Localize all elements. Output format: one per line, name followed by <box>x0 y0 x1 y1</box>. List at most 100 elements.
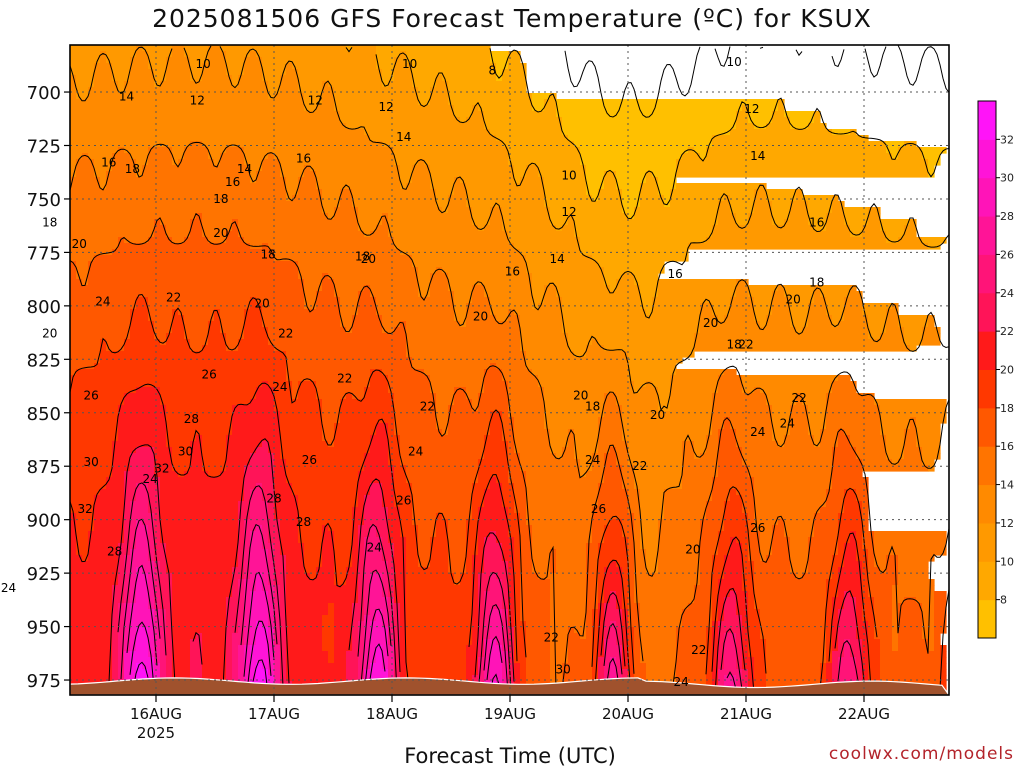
contour-label-18: 12 <box>561 205 576 219</box>
contour-label-16: 10 <box>561 168 576 182</box>
y-tick-label-900: 900 <box>27 511 61 532</box>
x-tick-label-19AUG: 19AUG <box>484 705 536 723</box>
colorbar-label-28: 28 <box>1000 210 1014 223</box>
contour-label-24: 20 <box>361 252 376 266</box>
contour-label-7: 12 <box>378 100 393 114</box>
ground-surface <box>70 677 949 695</box>
contour-label-8: 12 <box>744 102 759 116</box>
contour-label-68: 20 <box>685 543 700 557</box>
contour-label-27: 16 <box>505 265 520 279</box>
y-tick-label-775: 775 <box>27 243 61 264</box>
contour-label-25: 18 <box>355 250 370 264</box>
contour-label-6: 12 <box>308 94 323 108</box>
colorbar-swatch-10 <box>978 522 996 562</box>
contour-label-60: 28 <box>266 491 281 505</box>
contour-label-70: 22 <box>544 630 559 644</box>
contour-label-67: 28 <box>107 545 122 559</box>
contour-label-50: 24 <box>780 416 795 430</box>
y-axis: 700 725 750 775 800 825 850 875 900 925 950 975 <box>27 83 70 692</box>
contour-label-36: 20 <box>42 327 57 341</box>
contour-label-15: 14 <box>750 149 765 163</box>
contour-8 <box>489 48 949 220</box>
colorbar-swatch-26 <box>978 216 996 255</box>
x-tick-label-18AUG: 18AUG <box>366 705 418 723</box>
contour-16 <box>70 212 949 694</box>
temperature-field <box>70 45 947 695</box>
colorbar-label-32: 32 <box>1000 133 1014 146</box>
contour-label-71: 22 <box>691 643 706 657</box>
x-axis-label: Forecast Time (UTC) <box>404 744 616 768</box>
contour-10 <box>345 47 949 319</box>
site-credit: coolwx.com/models <box>828 744 1014 764</box>
contour-12 <box>70 45 949 412</box>
colorbar-label-16: 16 <box>1000 440 1014 453</box>
contour-label-39: 22 <box>738 337 753 351</box>
contour-30 <box>129 620 500 695</box>
y-tick-label-925: 925 <box>27 564 61 585</box>
contour-lines <box>70 45 949 695</box>
contour-label-43: 26 <box>83 389 98 403</box>
contour-label-3: 10 <box>727 55 742 69</box>
y-tick-label-725: 725 <box>27 136 61 157</box>
contour-label-10: 16 <box>101 156 116 170</box>
colorbar-swatch-28 <box>978 177 996 217</box>
y-tick-label-750: 750 <box>27 190 61 211</box>
y-tick-label-800: 800 <box>27 297 61 318</box>
contour-label-54: 26 <box>302 453 317 467</box>
contour-label-31: 22 <box>166 290 181 304</box>
contour-label-35: 20 <box>703 316 718 330</box>
colorbar-swatch-22 <box>978 292 996 332</box>
contour-label-49: 28 <box>184 412 199 426</box>
contour-label-66: 24 <box>367 540 382 554</box>
x-axis: 16AUG 17AUG 18AUG 19AUG 20AUG 21AUG 22AUG 2025 <box>130 695 890 742</box>
contour-26 <box>120 518 854 694</box>
colorbar-swatch-18 <box>978 369 996 409</box>
contour-label-47: 20 <box>650 408 665 422</box>
contour-label-11: 18 <box>125 162 140 176</box>
colorbar-swatch-16 <box>978 407 996 447</box>
contour-label-21: 20 <box>72 237 87 251</box>
contour-label-42: 22 <box>337 372 352 386</box>
colorbar-label-24: 24 <box>1000 287 1014 300</box>
contour-label-23: 18 <box>260 248 275 262</box>
contour-label-0: 10 <box>196 57 211 71</box>
contour-label-17: 18 <box>213 192 228 206</box>
contour-6 <box>564 45 949 118</box>
contour-label-20: 16 <box>809 215 824 229</box>
contour-label-1: 10 <box>402 57 417 71</box>
y-tick-label-700: 700 <box>27 83 61 104</box>
contour-label-44: 20 <box>573 389 588 403</box>
colorbar-swatch-20 <box>978 331 996 370</box>
colorbar-label-8: 8 <box>1000 594 1007 607</box>
contour-28 <box>126 564 503 695</box>
colorbar-label-22: 22 <box>1000 325 1014 338</box>
contour-label-37: 22 <box>278 327 293 341</box>
contour-label-4: 14 <box>119 89 134 103</box>
contour-label-14: 16 <box>296 151 311 165</box>
contour-label-52: 30 <box>178 444 193 458</box>
contour-22 <box>108 438 866 695</box>
contour-label-69: 24 <box>1 581 16 595</box>
contour-label-12: 14 <box>237 162 252 176</box>
contour-label-2: 8 <box>488 64 496 78</box>
contour-label-34: 20 <box>473 310 488 324</box>
contour-label-62: 26 <box>591 502 606 516</box>
x-tick-year: 2025 <box>137 724 175 742</box>
colorbar-label-20: 20 <box>1000 364 1014 377</box>
colorbar: 8 10 12 14 16 18 20 22 24 26 28 30 32 <box>977 100 1014 639</box>
x-tick-label-20AUG: 20AUG <box>602 705 654 723</box>
contour-label-28: 16 <box>668 267 683 281</box>
contour-label-45: 18 <box>585 399 600 413</box>
contour-label-61: 26 <box>396 493 411 507</box>
y-tick-label-975: 975 <box>27 671 61 692</box>
y-tick-label-950: 950 <box>27 618 61 639</box>
contour-label-55: 30 <box>83 455 98 469</box>
contour-label-29: 18 <box>809 275 824 289</box>
contour-label-5: 12 <box>190 94 205 108</box>
contour-label-33: 20 <box>786 292 801 306</box>
contour-label-59: 24 <box>142 472 157 486</box>
x-tick-label-21AUG: 21AUG <box>720 705 772 723</box>
contour-label-41: 24 <box>272 380 287 394</box>
contour-label-30: 24 <box>95 295 110 309</box>
x-tick-label-17AUG: 17AUG <box>248 705 300 723</box>
